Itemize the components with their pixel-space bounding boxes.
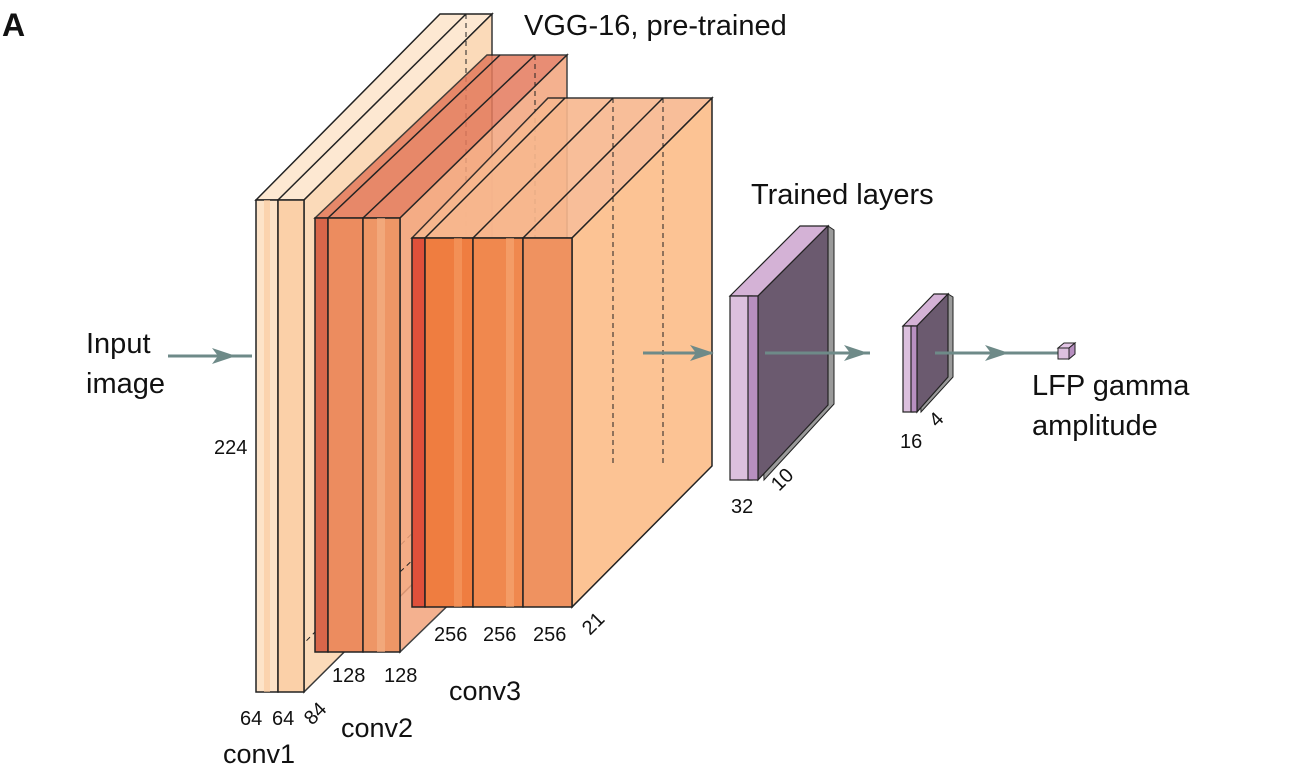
dim-conv3-spatial: 21 xyxy=(578,608,609,639)
input-label-line2: image xyxy=(86,368,165,400)
dim-conv1-spatial: 84 xyxy=(300,698,331,729)
trained-layer-2 xyxy=(901,292,954,414)
input-label-line1: Input xyxy=(86,328,151,360)
output-unit xyxy=(1056,341,1077,361)
input-arrowhead xyxy=(212,348,236,364)
output-label-line1: LFP gamma xyxy=(1032,370,1190,402)
pretrained-title: VGG-16, pre-trained xyxy=(524,10,787,42)
group-label-conv3: conv3 xyxy=(449,676,521,706)
dim-conv3-b: 256 xyxy=(483,624,516,646)
arrowhead-fc2-to-output xyxy=(985,345,1009,361)
group-label-conv2: conv2 xyxy=(341,713,413,743)
dim-conv1-height: 224 xyxy=(214,437,247,459)
trained-layers-title: Trained layers xyxy=(751,179,934,211)
dim-conv3-a: 256 xyxy=(434,624,467,646)
arrowhead-conv3-to-fc1 xyxy=(690,345,714,361)
conv3-block xyxy=(410,96,714,609)
dim-conv2-a: 128 xyxy=(332,665,365,687)
group-label-conv1: conv1 xyxy=(223,739,295,769)
dim-fc2-depth: 4 xyxy=(925,408,948,431)
dim-fc2-width: 16 xyxy=(900,431,922,453)
dim-conv2-b: 128 xyxy=(384,665,417,687)
output-label-line2: amplitude xyxy=(1032,410,1158,442)
dim-conv1-b: 64 xyxy=(272,708,294,730)
dim-fc1-width: 32 xyxy=(731,496,753,518)
arrowhead-fc1-to-fc2 xyxy=(844,345,868,361)
dim-conv1-a: 64 xyxy=(240,708,262,730)
dim-conv3-c: 256 xyxy=(533,624,566,646)
panel-letter: A xyxy=(2,7,25,43)
